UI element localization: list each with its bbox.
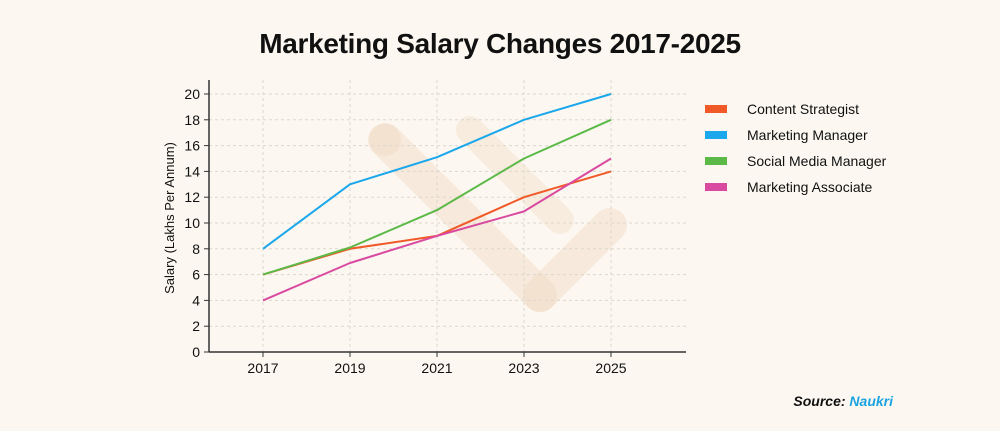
y-tick-label: 20: [184, 86, 200, 102]
series-lines: [262, 93, 612, 302]
watermark-logo: [368, 116, 627, 312]
legend-swatch: [705, 157, 727, 165]
y-tick-label: 4: [192, 292, 200, 308]
y-tick-label: 18: [184, 112, 200, 128]
watermark-dot: [369, 124, 401, 156]
y-axis-label: Salary (Lakhs Per Annum): [162, 142, 177, 294]
legend-swatch: [705, 131, 727, 139]
y-tick-label: 2: [192, 318, 200, 334]
x-tick-label: 2019: [334, 360, 365, 376]
y-tick-label: 10: [184, 215, 200, 231]
watermark-stroke: [523, 208, 627, 312]
y-tick-label: 0: [192, 344, 200, 360]
source-note: Source: Naukri: [793, 393, 893, 409]
legend-item: Content Strategist: [705, 96, 965, 122]
legend-label: Social Media Manager: [747, 153, 887, 169]
legend-item: Marketing Associate: [705, 174, 965, 200]
x-tick-label: 2017: [247, 360, 278, 376]
source-label: Source:: [793, 393, 846, 409]
source-name: Naukri: [849, 393, 893, 409]
series-line: [262, 93, 612, 250]
y-tick-label: 12: [184, 189, 200, 205]
grid-lines: [209, 80, 686, 352]
legend-label: Marketing Manager: [747, 127, 868, 143]
legend-swatch: [705, 183, 727, 191]
y-tick-label: 16: [184, 138, 200, 154]
series-line: [262, 118, 612, 276]
legend-item: Social Media Manager: [705, 148, 965, 174]
tick-labels: 0 2 4 6 8 10 12 14 16 18 20 2017 2019 2021 2023 2025: [184, 86, 626, 376]
x-tick-label: 2021: [421, 360, 452, 376]
legend-item: Marketing Manager: [705, 122, 965, 148]
legend-label: Marketing Associate: [747, 179, 873, 195]
x-tick-label: 2025: [595, 360, 626, 376]
legend-swatch: [705, 105, 727, 113]
y-tick-label: 6: [192, 267, 200, 283]
y-tick-label: 14: [184, 163, 200, 179]
y-tick-label: 8: [192, 241, 200, 257]
series-line: [262, 157, 612, 302]
legend-label: Content Strategist: [747, 101, 860, 117]
chart-title: Marketing Salary Changes 2017-2025: [259, 28, 741, 59]
x-tick-label: 2023: [508, 360, 539, 376]
legend: Content Strategist Marketing Manager Socia…: [705, 96, 965, 200]
watermark-stroke: [456, 116, 574, 234]
axes: [208, 80, 686, 353]
